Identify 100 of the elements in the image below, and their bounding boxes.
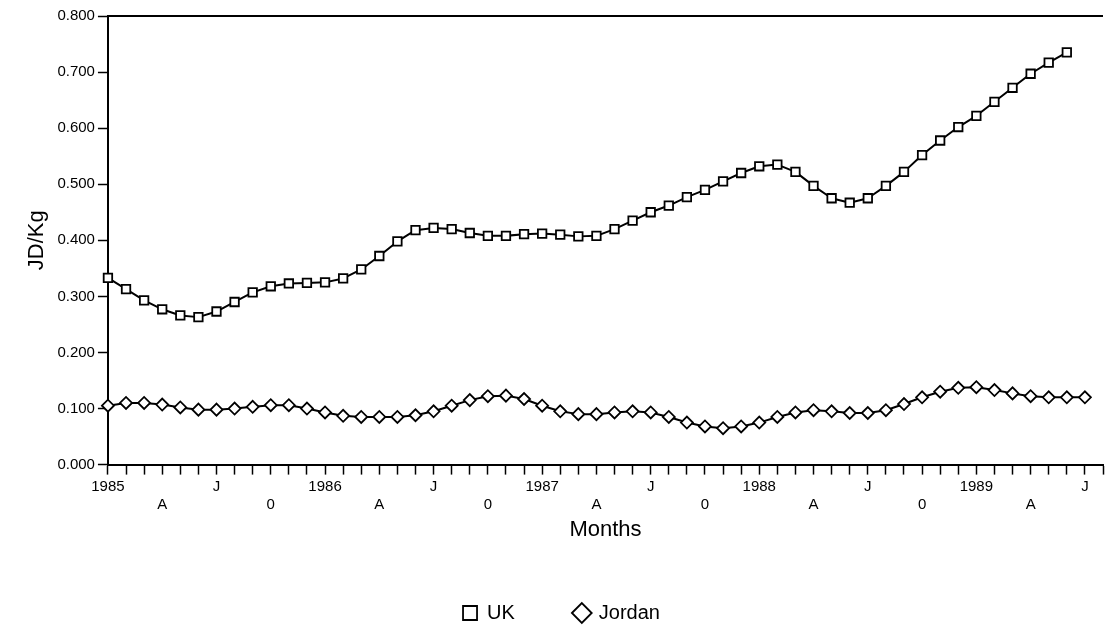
point bbox=[354, 410, 369, 424]
point bbox=[283, 278, 294, 289]
point bbox=[410, 225, 421, 236]
x-tick-label: 1988 bbox=[742, 476, 776, 494]
point bbox=[390, 410, 405, 424]
y-tick-label: 0.600 bbox=[57, 118, 95, 136]
point bbox=[229, 296, 240, 308]
y-tick-label: 0.100 bbox=[57, 398, 95, 416]
point bbox=[643, 405, 658, 420]
x-axis-title: Months bbox=[569, 515, 642, 541]
point bbox=[951, 380, 966, 395]
y-tick-label: 0.500 bbox=[57, 174, 95, 192]
point bbox=[1043, 57, 1054, 68]
point bbox=[915, 390, 929, 405]
point bbox=[336, 408, 351, 423]
point bbox=[591, 230, 602, 241]
point bbox=[446, 223, 457, 235]
point bbox=[736, 167, 747, 179]
point bbox=[935, 135, 946, 146]
point bbox=[953, 121, 964, 133]
point bbox=[698, 419, 712, 434]
x-tick-label: A bbox=[591, 494, 602, 512]
point bbox=[880, 180, 892, 192]
point bbox=[227, 401, 242, 416]
point bbox=[806, 403, 821, 418]
point bbox=[444, 398, 459, 413]
point bbox=[173, 400, 188, 415]
point bbox=[734, 419, 749, 434]
point bbox=[337, 273, 349, 284]
point bbox=[119, 396, 133, 410]
point bbox=[301, 277, 313, 289]
y-tick-label: 0.000 bbox=[57, 454, 95, 472]
point bbox=[374, 250, 385, 262]
point bbox=[826, 193, 837, 204]
point bbox=[319, 277, 331, 288]
y-tick-label: 0.300 bbox=[57, 286, 95, 304]
point bbox=[101, 398, 115, 413]
point bbox=[499, 388, 513, 403]
x-tick-label: 1986 bbox=[308, 476, 342, 494]
point bbox=[175, 310, 186, 321]
point bbox=[808, 180, 819, 192]
point bbox=[247, 287, 258, 298]
point bbox=[717, 176, 729, 187]
x-tick-label: A bbox=[808, 494, 819, 512]
point bbox=[754, 161, 765, 172]
x-tick-label: 0 bbox=[483, 494, 493, 512]
point bbox=[1023, 389, 1038, 404]
x-tick-label: A bbox=[374, 494, 385, 512]
x-tick-label: J bbox=[429, 476, 438, 494]
point bbox=[699, 184, 711, 195]
point bbox=[480, 389, 495, 404]
point bbox=[120, 283, 132, 295]
point bbox=[137, 396, 152, 410]
y-axis-title: JD/Kg bbox=[23, 210, 49, 271]
x-tick-label: J bbox=[864, 476, 872, 494]
point bbox=[102, 272, 114, 284]
point bbox=[372, 410, 387, 424]
point bbox=[426, 404, 441, 419]
point bbox=[625, 404, 640, 419]
point bbox=[408, 408, 423, 423]
point bbox=[571, 407, 586, 422]
x-tick-label: J bbox=[1081, 476, 1089, 494]
y-tick-label: 0.800 bbox=[57, 6, 95, 24]
point bbox=[263, 398, 278, 413]
y-tick-label: 0.400 bbox=[57, 230, 95, 248]
point bbox=[265, 281, 276, 292]
point bbox=[464, 227, 475, 239]
point bbox=[824, 404, 839, 419]
y-tick-label: 0.200 bbox=[57, 342, 95, 360]
x-tick-label: 0 bbox=[700, 494, 710, 512]
point bbox=[589, 407, 604, 422]
point bbox=[517, 392, 531, 406]
x-tick-label: 0 bbox=[917, 494, 927, 512]
x-tick-label: 1985 bbox=[91, 476, 125, 494]
point bbox=[862, 193, 873, 204]
point bbox=[209, 402, 224, 417]
point bbox=[681, 191, 693, 203]
x-tick-label: J bbox=[212, 476, 221, 494]
point bbox=[193, 311, 204, 323]
point bbox=[555, 229, 566, 240]
point bbox=[879, 403, 893, 418]
point bbox=[518, 228, 530, 240]
point bbox=[844, 197, 855, 208]
point bbox=[428, 222, 439, 234]
point bbox=[500, 230, 512, 241]
point bbox=[790, 166, 801, 178]
point bbox=[627, 215, 638, 226]
point bbox=[157, 304, 168, 315]
point bbox=[916, 149, 928, 161]
point bbox=[155, 397, 170, 412]
point bbox=[1041, 390, 1056, 405]
point bbox=[752, 415, 767, 430]
point bbox=[770, 410, 785, 424]
point bbox=[898, 166, 910, 178]
x-tick-label: J bbox=[646, 476, 655, 494]
point bbox=[462, 393, 477, 408]
point bbox=[300, 401, 314, 416]
point bbox=[607, 405, 622, 420]
point bbox=[860, 406, 875, 420]
point bbox=[138, 295, 150, 306]
